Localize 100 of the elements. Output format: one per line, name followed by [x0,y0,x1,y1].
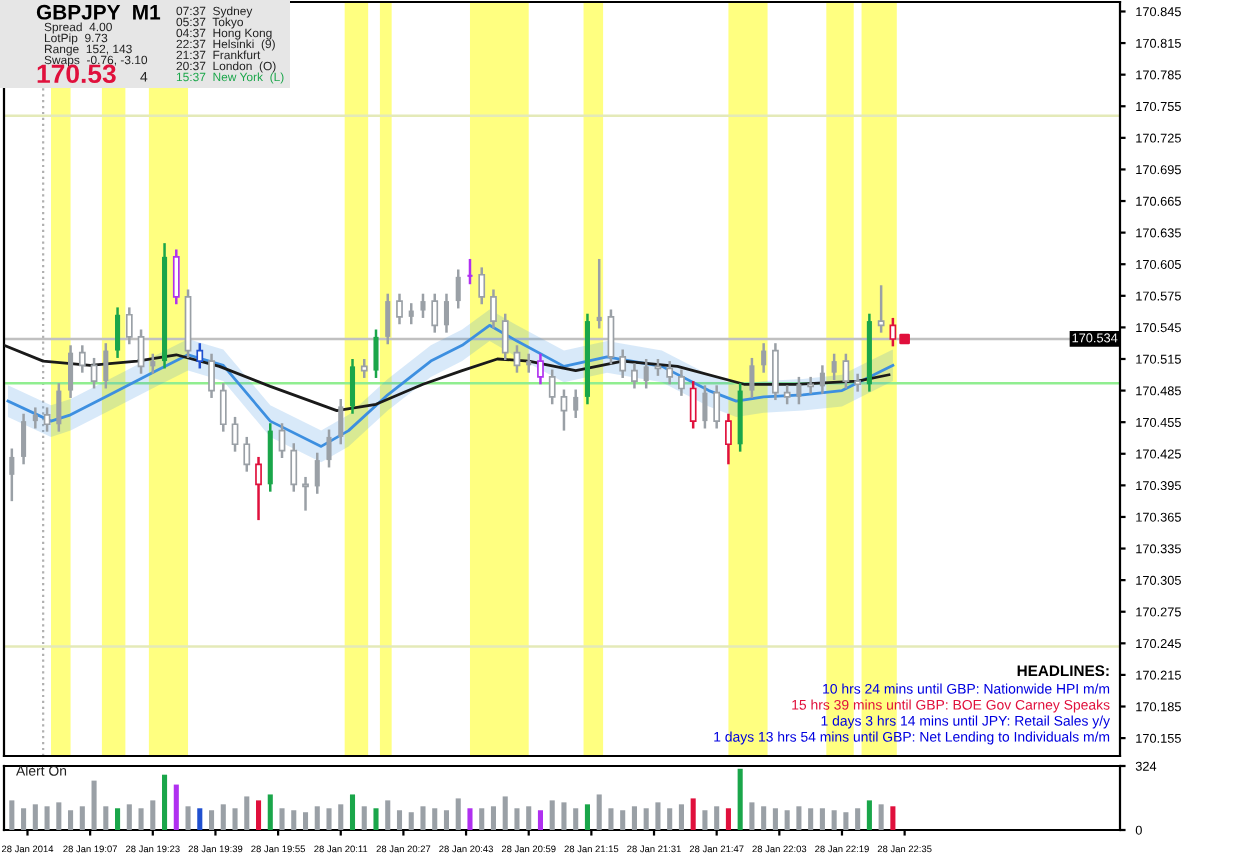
candlestick [877,284,885,334]
candlestick [408,301,414,326]
candlestick [666,359,674,386]
candlestick [831,352,837,382]
candlestick [796,375,802,406]
annotation: GBPJPY M1 [36,4,161,20]
candlestick [208,352,215,400]
bar [267,794,273,830]
candlestick [243,435,251,473]
bar [396,810,403,830]
bar [56,802,62,830]
bar [68,810,74,830]
bar [690,798,696,830]
bar [808,808,814,830]
bar [349,794,356,830]
candlestick [842,352,850,390]
candlestick [548,368,556,406]
bar [479,808,485,830]
bar [537,810,544,830]
candlestick [314,451,320,496]
bar [162,774,168,830]
candlestick [772,341,779,402]
candlestick [196,341,204,370]
bar [761,806,767,830]
bar [408,812,414,830]
candlestick [689,379,697,430]
bar [608,808,614,830]
bar [373,808,379,830]
candlestick [9,447,15,503]
bar [115,808,121,830]
bar [150,800,156,830]
candlestick [678,368,685,398]
candlestick [43,406,51,433]
candlestick [360,357,368,380]
bar [643,808,649,830]
candlestick [725,412,732,466]
bar [772,808,778,830]
candlestick [396,292,403,326]
candlestick [349,357,356,415]
candlestick [21,412,27,466]
candlestick [115,306,121,360]
candlestick [56,381,62,433]
bar [220,804,226,830]
candlestick [302,475,309,512]
bar [314,806,320,830]
bar [725,808,731,830]
bar [385,800,391,830]
candlestick [431,292,439,334]
candlestick [373,328,379,380]
bar [255,800,262,830]
candlestick [150,352,156,375]
candlestick [326,428,332,469]
bar [91,780,97,830]
candlestick [478,266,486,306]
candlestick [619,348,627,380]
candlestick [290,441,298,493]
candlestick [807,375,815,395]
bar [819,808,825,830]
bar [702,810,708,830]
candlestick [420,292,426,320]
candlestick [385,292,391,346]
bar [79,806,85,830]
candlestick [783,384,791,406]
bar [526,806,532,830]
candlestick [219,381,227,433]
bar [138,808,144,830]
candlestick [643,357,649,390]
bar [843,812,849,830]
bar [784,810,790,830]
candlestick [749,356,755,400]
bar [514,808,520,830]
candlestick [32,406,38,430]
bar [490,806,497,830]
candlestick [467,257,473,286]
bar [9,800,15,830]
bar [573,808,579,830]
bar [596,794,602,830]
candlestick [338,397,344,446]
candlestick [103,341,109,390]
candlestick [443,292,450,334]
bar [620,810,626,830]
bar [197,808,203,830]
bar [338,804,344,830]
bar [667,808,673,830]
bar [584,804,590,830]
bar [361,806,367,830]
bar [44,806,50,830]
bar [678,804,684,830]
bar [878,804,884,830]
candlestick [172,248,180,306]
candlestick [455,268,461,310]
bar [455,798,461,830]
bar [21,808,27,830]
bar [749,802,755,830]
candlestick [255,455,262,522]
bar [232,808,238,830]
annotation: 170.53 [37,64,116,84]
bar [631,806,637,830]
bar [502,796,508,830]
bar [103,806,109,830]
